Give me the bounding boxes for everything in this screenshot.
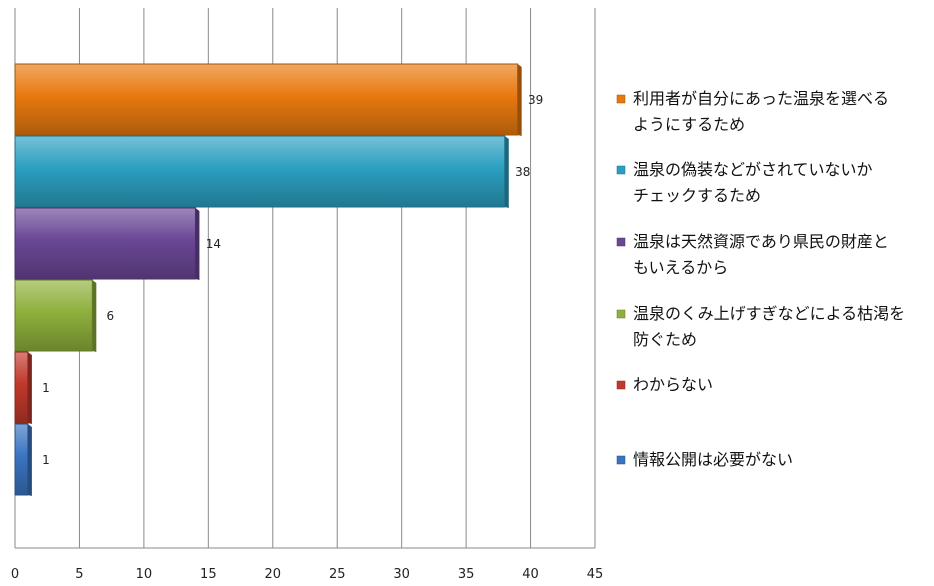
bar-side bbox=[27, 424, 32, 496]
data-label: 38 bbox=[515, 165, 530, 179]
bar-side bbox=[92, 280, 97, 352]
x-tick-label: 25 bbox=[329, 567, 346, 582]
bar-side bbox=[195, 208, 200, 280]
bar-side bbox=[27, 352, 32, 424]
x-tick-label: 20 bbox=[265, 567, 282, 582]
bar[interactable] bbox=[14, 135, 506, 208]
x-tick-label: 0 bbox=[11, 567, 19, 582]
x-tick-label: 45 bbox=[587, 567, 604, 582]
x-tick-label: 40 bbox=[522, 567, 539, 582]
legend-swatch bbox=[616, 237, 626, 247]
bar[interactable] bbox=[14, 423, 29, 496]
bar[interactable] bbox=[14, 63, 519, 136]
bar[interactable] bbox=[14, 351, 29, 424]
x-axis: 0 5 10 15 20 25 30 35 40 45 bbox=[11, 547, 604, 582]
legend-item: 情報公開は必要がない bbox=[616, 450, 793, 469]
data-label: 6 bbox=[107, 309, 115, 323]
legend-swatch bbox=[616, 165, 626, 175]
data-label: 39 bbox=[528, 93, 543, 107]
legend-label: チェックするため bbox=[633, 186, 761, 205]
legend-label: 温泉の偽装などがされていないか bbox=[633, 160, 873, 179]
bar-side bbox=[504, 136, 509, 208]
legend-label: 利用者が自分にあった温泉を選べる bbox=[633, 89, 889, 108]
legend-label: 温泉は天然資源であり県民の財産と bbox=[633, 232, 889, 251]
data-label: 14 bbox=[206, 237, 221, 251]
legend-label: 防ぐため bbox=[633, 330, 697, 349]
legend-swatch bbox=[616, 309, 626, 319]
legend: 利用者が自分にあった温泉を選べるようにするため温泉の偽装などがされていないかチェ… bbox=[616, 89, 905, 469]
legend-label: 温泉のくみ上げすぎなどによる枯渇を bbox=[633, 304, 905, 323]
x-tick-label: 30 bbox=[393, 567, 410, 582]
legend-label: 情報公開は必要がない bbox=[633, 450, 793, 469]
x-tick-label: 5 bbox=[75, 567, 83, 582]
legend-label: もいえるから bbox=[633, 258, 728, 277]
legend-label: わからない bbox=[633, 375, 713, 394]
bar[interactable] bbox=[14, 207, 196, 280]
bar[interactable] bbox=[14, 279, 93, 352]
x-tick-label: 10 bbox=[136, 567, 153, 582]
bar-layer bbox=[14, 63, 522, 496]
legend-swatch bbox=[616, 94, 626, 104]
x-tick-label: 35 bbox=[458, 567, 475, 582]
legend-item: わからない bbox=[616, 375, 713, 394]
data-label-layer: 39 38 14 6 1 1 bbox=[42, 93, 543, 467]
legend-swatch bbox=[616, 380, 626, 390]
data-label: 1 bbox=[42, 453, 50, 467]
legend-label: ようにするため bbox=[633, 115, 745, 134]
bar-side bbox=[517, 64, 522, 136]
x-tick-label: 15 bbox=[200, 567, 217, 582]
legend-swatch bbox=[616, 455, 626, 465]
data-label: 1 bbox=[42, 381, 50, 395]
